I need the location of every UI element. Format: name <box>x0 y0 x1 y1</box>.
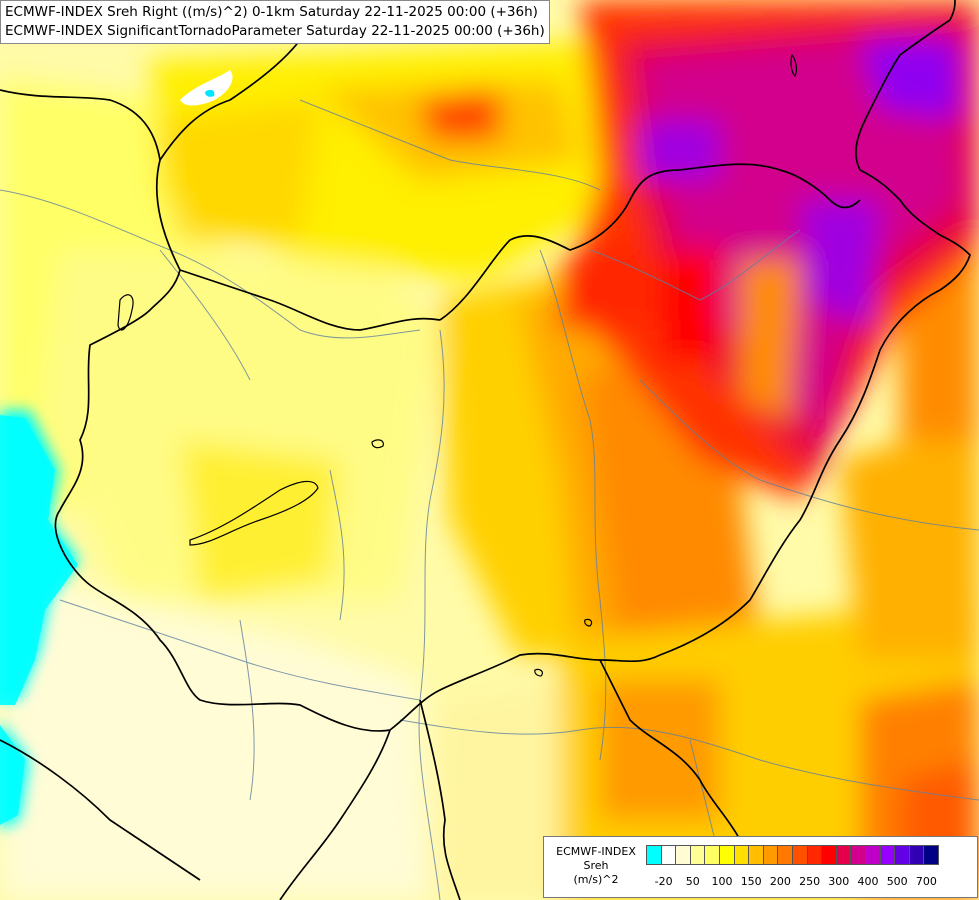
legend-swatch <box>718 845 735 865</box>
legend-swatch <box>908 845 925 865</box>
legend-swatch <box>850 845 866 865</box>
legend-tick-label: 100 <box>711 875 733 888</box>
legend-tick-label: 500 <box>886 875 908 888</box>
legend-swatches <box>646 845 939 865</box>
legend-swatch <box>733 845 750 865</box>
rivers <box>0 99 979 900</box>
legend-swatch <box>748 845 764 865</box>
legend-ticks: -20 50 100 150 200 250 300 400 500 700 <box>646 875 976 889</box>
legend-tick-label: 150 <box>740 875 762 888</box>
legend-tick-label: 50 <box>685 875 700 888</box>
legend-swatch <box>777 845 793 865</box>
legend-tick-label: 300 <box>828 875 850 888</box>
legend-swatch <box>894 845 910 865</box>
color-legend: ECMWF-INDEX Sreh (m/s)^2 -20 50 100 150 200 2… <box>543 836 978 898</box>
legend-swatch <box>646 845 662 865</box>
legend-title: ECMWF-INDEX Sreh (m/s)^2 <box>548 845 644 887</box>
legend-swatch <box>879 845 896 865</box>
legend-swatch <box>762 845 779 865</box>
legend-swatch <box>660 845 677 865</box>
legend-swatch <box>821 845 837 865</box>
legend-swatch <box>835 845 852 865</box>
legend-tick-label: 400 <box>857 875 879 888</box>
legend-tick-label: -20 <box>654 875 673 888</box>
lakes <box>117 53 798 677</box>
map-title-box: ECMWF-INDEX Sreh Right ((m/s)^2) 0-1km S… <box>0 0 550 44</box>
map-title-line1: ECMWF-INDEX Sreh Right ((m/s)^2) 0-1km S… <box>5 4 538 20</box>
legend-title-line1: ECMWF-INDEX <box>556 845 636 858</box>
legend-swatch <box>806 845 823 865</box>
legend-swatch <box>689 845 706 865</box>
legend-tick-label: 200 <box>769 875 791 888</box>
legend-swatch <box>791 845 808 865</box>
legend-title-line3: (m/s)^2 <box>573 873 619 886</box>
legend-swatch <box>675 845 691 865</box>
map-title-line2: ECMWF-INDEX SignificantTornadoParameter … <box>5 23 545 39</box>
legend-title-line2: Sreh <box>583 859 609 872</box>
legend-swatch <box>704 845 720 865</box>
legend-tick-label: 250 <box>799 875 821 888</box>
legend-swatch <box>923 845 939 865</box>
legend-swatch <box>864 845 881 865</box>
legend-tick-label: 700 <box>915 875 937 888</box>
